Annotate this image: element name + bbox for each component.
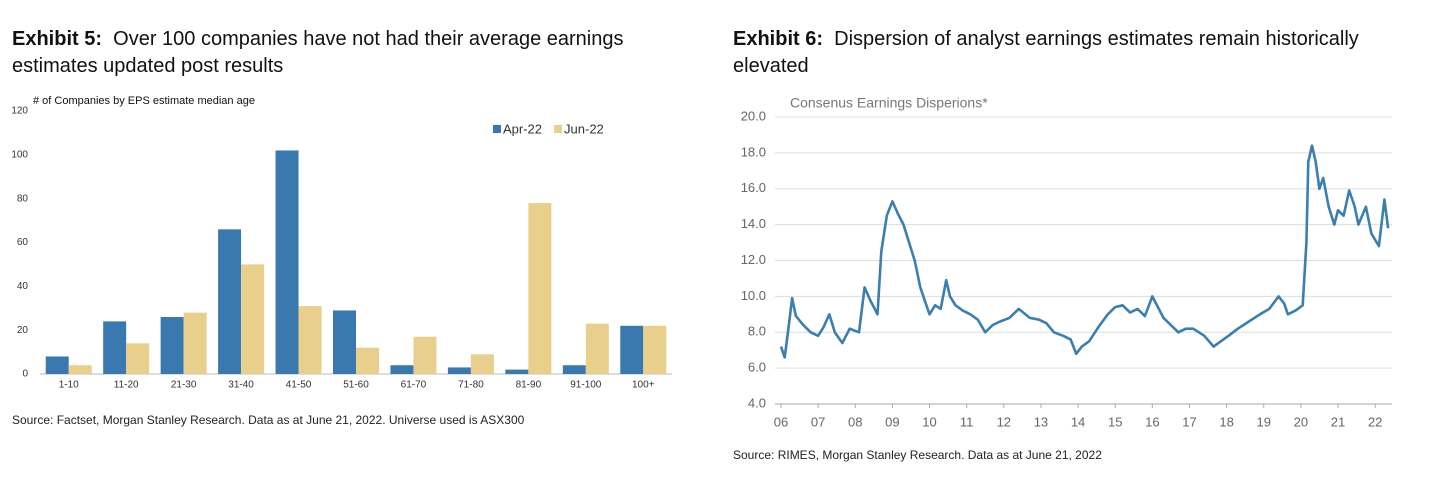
x-tick-label: 71-80 [458, 380, 484, 391]
bar [126, 343, 150, 374]
x-tick-label: 21 [1331, 414, 1345, 429]
bar [505, 369, 529, 374]
y-tick-label: 12.0 [741, 252, 766, 267]
exhibit-label: Exhibit 6: [733, 28, 824, 50]
x-tick-label: 11 [960, 414, 974, 429]
bar [45, 356, 69, 374]
y-tick-label: 4.0 [748, 395, 766, 410]
legend-label: Apr-22 [503, 121, 542, 136]
x-tick-label: 19 [1257, 414, 1271, 429]
x-tick-label: 15 [1108, 414, 1122, 429]
x-tick-label: 22 [1368, 414, 1382, 429]
x-tick-label: 51-60 [343, 380, 369, 391]
bar [218, 229, 242, 374]
legend-swatch [554, 125, 563, 133]
x-tick-label: 91-100 [570, 380, 602, 391]
bar [585, 323, 609, 374]
x-tick-label: 14 [1071, 414, 1085, 429]
x-tick-label: 13 [1034, 414, 1048, 429]
chart-subtitle: # of Companies by EPS estimate median ag… [33, 95, 255, 107]
y-tick-label: 8.0 [748, 324, 766, 339]
x-tick-label: 07 [811, 414, 825, 429]
bar [298, 306, 322, 374]
y-tick-label: 100 [11, 149, 28, 160]
legend-swatch [493, 125, 501, 133]
x-tick-label: 08 [848, 414, 862, 429]
bar [275, 150, 299, 374]
bar [413, 336, 437, 374]
x-tick-label: 09 [885, 414, 899, 429]
y-tick-label: 0 [22, 369, 28, 380]
data-line [779, 144, 1390, 359]
y-tick-label: 10.0 [741, 288, 766, 303]
source: Source: Factset, Morgan Stanley Research… [12, 413, 525, 427]
bar [356, 347, 379, 374]
chart-subtitle: Consenus Earnings Disperions* [790, 95, 988, 111]
x-tick-label: 1-10 [59, 380, 79, 391]
x-tick-label: 100+ [632, 380, 655, 391]
bar [160, 317, 184, 374]
x-tick-label: 06 [774, 414, 788, 429]
bar [470, 354, 494, 374]
x-tick-label: 12 [997, 414, 1011, 429]
title-text: Dispersion of analyst earnings estimates… [733, 28, 1359, 77]
bar [562, 365, 586, 374]
exhibit-title: Exhibit 6: Dispersion of analyst earning… [733, 26, 1423, 80]
source: Source: RIMES, Morgan Stanley Research. … [733, 448, 1102, 462]
y-tick-label: 16.0 [741, 180, 766, 195]
y-tick-label: 80 [17, 193, 29, 204]
x-tick-label: 31-40 [228, 380, 254, 391]
bar [643, 325, 667, 374]
y-tick-label: 60 [17, 237, 29, 248]
x-tick-label: 16 [1145, 414, 1159, 429]
x-tick-label: 61-70 [401, 380, 427, 391]
exhibit-label: Exhibit 5: [12, 28, 103, 50]
bar [241, 264, 265, 374]
x-tick-label: 21-30 [171, 380, 197, 391]
bar [333, 310, 356, 374]
x-tick-label: 41-50 [286, 380, 312, 391]
bar [528, 203, 552, 374]
legend-label: Jun-22 [564, 121, 604, 136]
x-tick-label: 20 [1294, 414, 1308, 429]
y-tick-label: 120 [11, 106, 28, 117]
bar [620, 325, 644, 374]
bar [183, 312, 207, 374]
y-tick-label: 20 [17, 325, 29, 336]
y-tick-label: 18.0 [741, 144, 766, 159]
bar [390, 365, 414, 374]
x-tick-label: 10 [922, 414, 936, 429]
x-tick-label: 81-90 [516, 380, 542, 391]
y-tick-label: 6.0 [748, 360, 766, 375]
title-text: Over 100 companies have not had their av… [12, 28, 624, 77]
x-tick-label: 11-20 [114, 380, 139, 391]
bar [103, 321, 127, 374]
x-tick-label: 17 [1182, 414, 1196, 429]
bar [68, 365, 92, 374]
exhibit-title: Exhibit 5: Over 100 companies have not h… [12, 26, 682, 80]
bar [447, 367, 471, 374]
x-tick-label: 18 [1219, 414, 1233, 429]
y-tick-label: 40 [17, 281, 29, 292]
y-tick-label: 14.0 [741, 216, 766, 231]
y-tick-label: 20.0 [741, 108, 766, 123]
